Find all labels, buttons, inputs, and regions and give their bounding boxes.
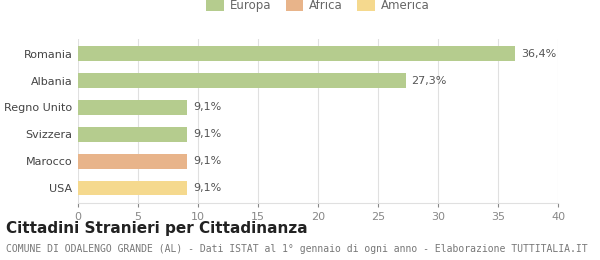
Bar [78,73,406,88]
Text: 9,1%: 9,1% [193,129,221,139]
Text: 9,1%: 9,1% [193,102,221,113]
Legend: Europa, Africa, America: Europa, Africa, America [206,0,430,12]
Text: 9,1%: 9,1% [193,183,221,193]
Bar [78,100,187,115]
Bar [78,181,187,195]
Text: 27,3%: 27,3% [412,76,447,86]
Bar [78,47,515,61]
Text: COMUNE DI ODALENGO GRANDE (AL) - Dati ISTAT al 1° gennaio di ogni anno - Elabora: COMUNE DI ODALENGO GRANDE (AL) - Dati IS… [6,244,587,254]
Bar [78,154,187,168]
Text: Cittadini Stranieri per Cittadinanza: Cittadini Stranieri per Cittadinanza [6,221,308,236]
Text: 9,1%: 9,1% [193,156,221,166]
Text: 36,4%: 36,4% [521,49,556,59]
Bar [78,127,187,142]
